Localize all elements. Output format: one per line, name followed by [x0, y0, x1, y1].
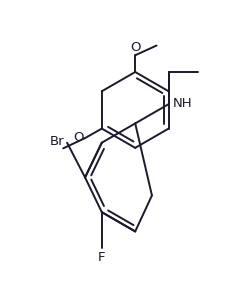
Text: NH: NH: [173, 97, 192, 110]
Text: O: O: [73, 131, 84, 144]
Text: Br: Br: [50, 135, 64, 148]
Text: F: F: [98, 251, 105, 264]
Text: O: O: [131, 41, 141, 54]
